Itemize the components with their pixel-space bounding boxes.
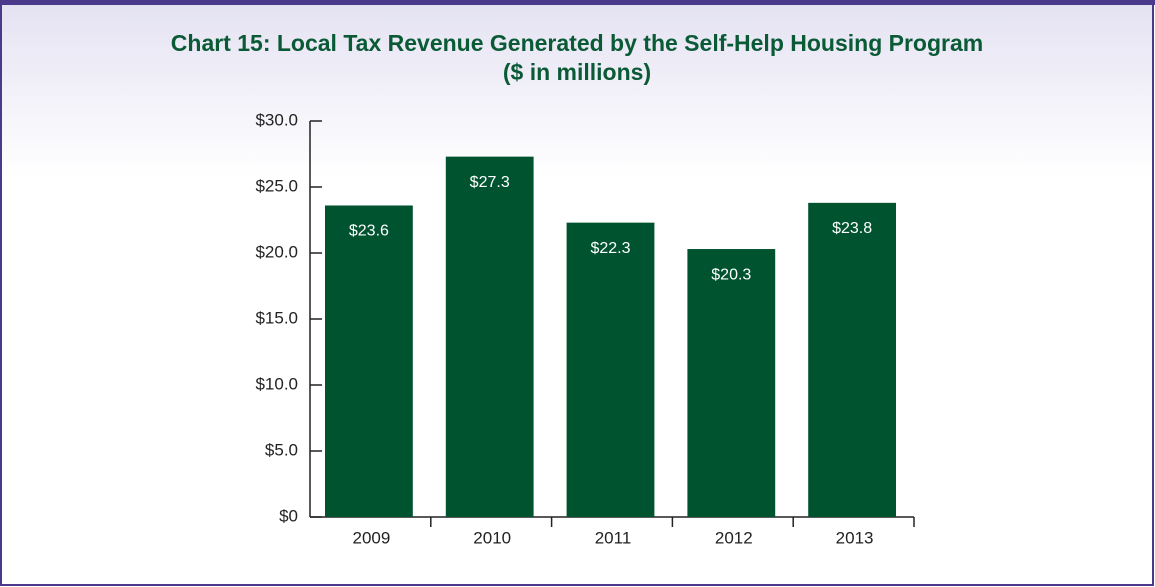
x-tick-label: 2011 xyxy=(595,528,632,547)
x-tick-label: 2009 xyxy=(352,528,390,547)
y-tick-label: $5.0 xyxy=(265,440,298,459)
y-tick-label: $30.0 xyxy=(255,110,298,129)
x-tick-label: 2010 xyxy=(473,528,511,547)
value-label: $20.3 xyxy=(711,266,751,283)
bar xyxy=(808,202,896,517)
y-tick-label: $25.0 xyxy=(255,176,298,195)
y-tick-label: $20.0 xyxy=(255,242,298,261)
y-tick-label: $15.0 xyxy=(255,308,298,327)
bar xyxy=(325,205,413,518)
y-tick-label: $0 xyxy=(279,506,298,525)
value-label: $22.3 xyxy=(590,240,630,257)
top-border xyxy=(0,0,1155,5)
y-tick-label: $10.0 xyxy=(255,374,298,393)
bar xyxy=(687,249,776,518)
value-label: $27.3 xyxy=(470,174,510,191)
x-tick-label: 2012 xyxy=(715,528,753,547)
value-label: $23.6 xyxy=(349,223,389,240)
chart-subtitle: ($ in millions) xyxy=(503,59,651,85)
bar xyxy=(566,222,655,517)
chart-title: Chart 15: Local Tax Revenue Generated by… xyxy=(171,30,983,56)
bar xyxy=(445,156,534,517)
x-tick-label: 2013 xyxy=(836,528,874,547)
value-label: $23.8 xyxy=(832,220,872,237)
